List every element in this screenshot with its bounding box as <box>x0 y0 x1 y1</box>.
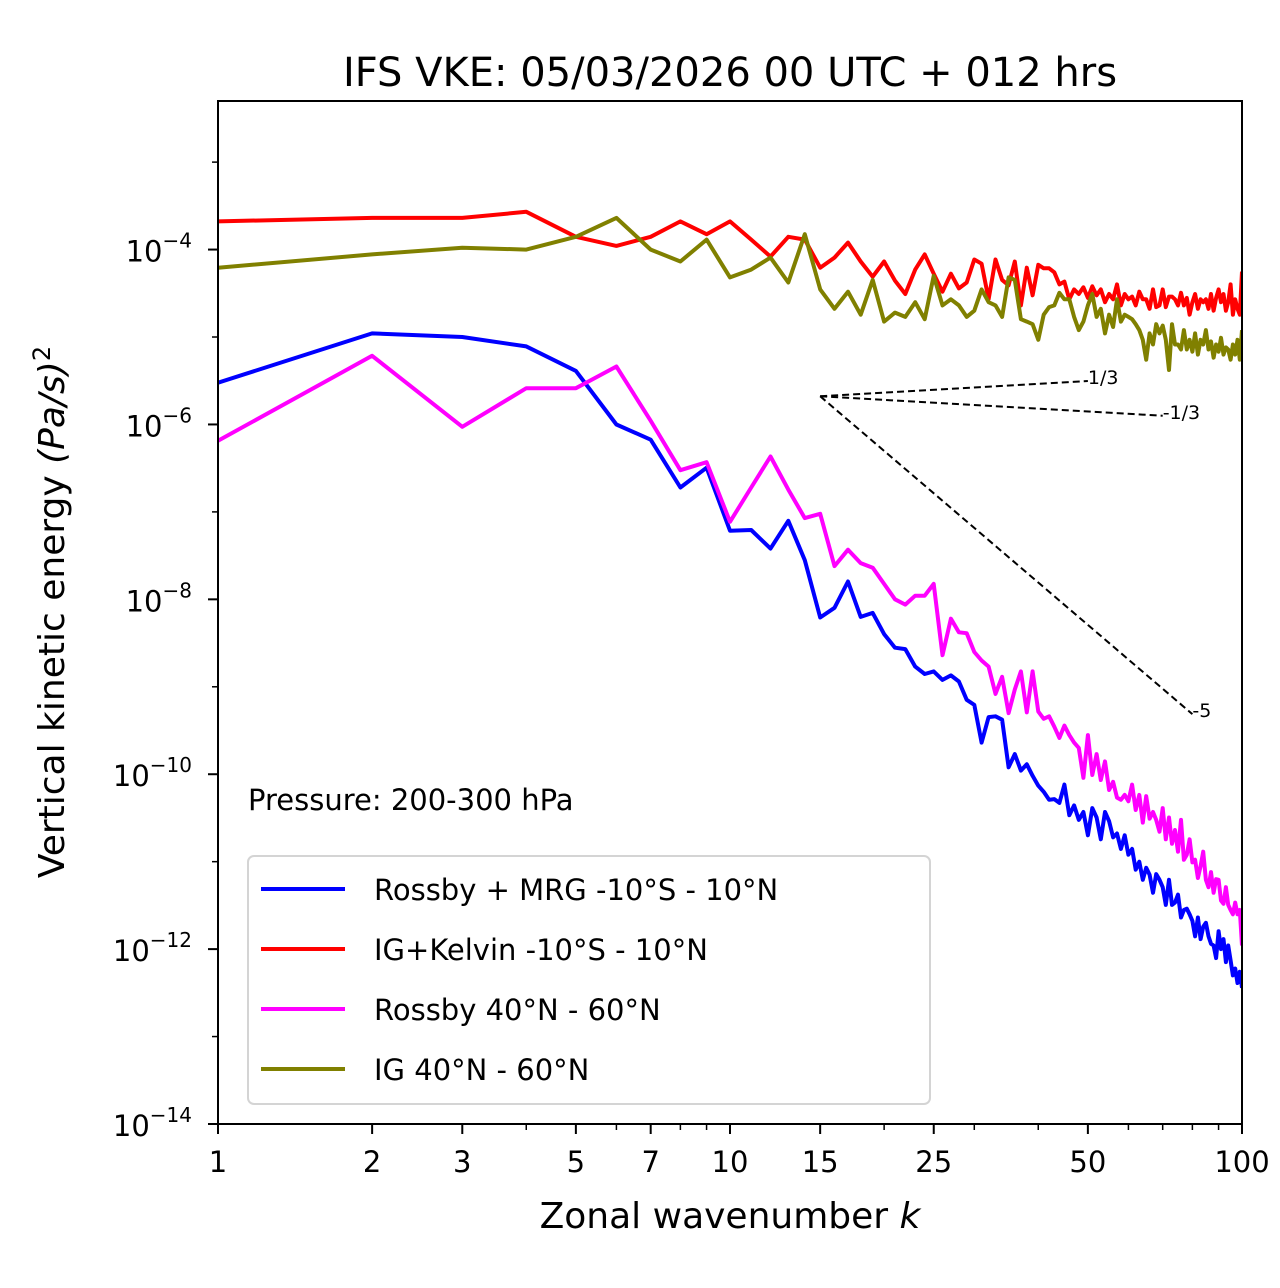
y-tick-exponent: −14 <box>150 1103 192 1127</box>
series-layer <box>218 209 1242 989</box>
x-axis-label-text: Zonal wavenumber <box>540 1196 900 1237</box>
x-tick-label: 50 <box>1069 1145 1106 1179</box>
y-tick-base: 10 <box>113 1109 150 1143</box>
x-tick-label: 5 <box>567 1145 585 1179</box>
y-axis-label: Vertical kinetic energy (Pa/s)2 <box>28 346 73 878</box>
y-tick-label: 10−12 <box>113 928 192 968</box>
y-axis-label-italic: (Pa/s) <box>32 361 73 464</box>
legend-label-0: Rossby + MRG -10°S - 10°N <box>374 873 778 907</box>
reference-line-1 <box>820 395 1163 417</box>
pressure-annotation: Pressure: 200-300 hPa <box>248 783 574 817</box>
y-tick-exponent: −6 <box>163 403 192 427</box>
y-tick-base: 10 <box>126 584 163 618</box>
plot-area: 1/3 -1/3 -5 <box>217 100 1243 1125</box>
x-tick-label: 2 <box>363 1145 381 1179</box>
x-tick-label: 1 <box>209 1145 227 1179</box>
legend-box <box>247 855 931 1105</box>
x-tick-label: 25 <box>915 1145 952 1179</box>
y-tick-base: 10 <box>113 759 150 793</box>
reference-label-2: -5 <box>1192 700 1211 722</box>
reference-label-1: -1/3 <box>1163 402 1200 424</box>
reference-line-2 <box>819 395 1194 715</box>
x-tick-label: 3 <box>453 1145 471 1179</box>
legend-label-2: Rossby 40°N - 60°N <box>374 993 661 1027</box>
legend-label-3: IG 40°N - 60°N <box>374 1053 589 1087</box>
series-line-1 <box>218 209 1242 317</box>
x-axis-label: Zonal wavenumber k <box>540 1196 923 1237</box>
reference-line-0 <box>820 380 1088 398</box>
y-tick-base: 10 <box>113 934 150 968</box>
x-tick-label: 100 <box>1214 1145 1269 1179</box>
x-axis: 1 2 3 5 7 10 15 25 50 100 <box>209 1124 1270 1179</box>
reference-label-0: 1/3 <box>1088 367 1119 389</box>
y-tick-exponent: −10 <box>150 753 192 777</box>
series-line-3 <box>218 215 1242 372</box>
x-tick-label: 10 <box>712 1145 749 1179</box>
y-tick-label: 10−4 <box>126 229 192 269</box>
x-axis-label-italic: k <box>900 1196 923 1237</box>
y-tick-exponent: −12 <box>150 928 192 952</box>
legend-label-1: IG+Kelvin -10°S - 10°N <box>374 933 708 967</box>
y-tick-exponent: −4 <box>163 229 192 253</box>
chart-title: IFS VKE: 05/03/2026 00 UTC + 012 hrs <box>343 50 1117 96</box>
y-axis-label-sup: 2 <box>28 346 56 361</box>
y-tick-label: 10−6 <box>126 403 192 443</box>
x-tick-label: 15 <box>802 1145 839 1179</box>
y-tick-base: 10 <box>126 409 163 443</box>
y-tick-label: 10−10 <box>113 753 192 793</box>
y-tick-label: 10−8 <box>126 578 192 618</box>
y-tick-exponent: −8 <box>163 578 192 602</box>
legend: Rossby + MRG -10°S - 10°N IG+Kelvin -10°S… <box>247 855 931 1105</box>
reference-lines: 1/3 -1/3 -5 <box>819 367 1211 722</box>
series-line-2 <box>218 353 1242 946</box>
y-tick-base: 10 <box>126 235 163 269</box>
x-tick-label: 7 <box>641 1145 659 1179</box>
series-line-0 <box>218 331 1242 989</box>
y-tick-label: 10−14 <box>113 1103 192 1143</box>
y-axis-label-text: Vertical kinetic energy <box>32 464 73 878</box>
